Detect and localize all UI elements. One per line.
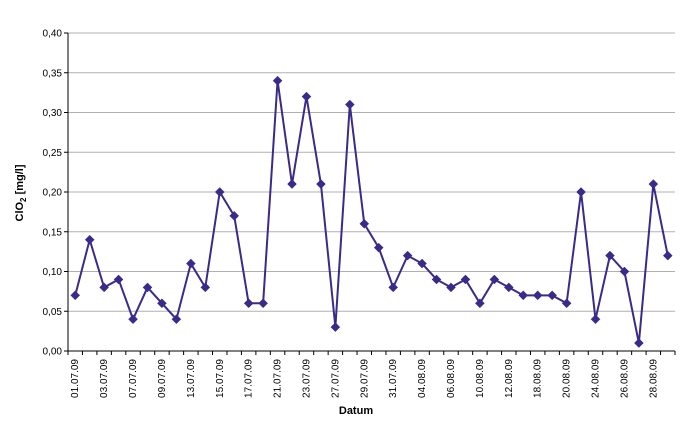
y-tick-label: 0,40 <box>43 29 63 40</box>
y-tick-label: 0,05 <box>43 307 63 318</box>
x-tick-label: 24.08.09 <box>591 359 602 398</box>
data-point <box>648 179 659 189</box>
data-point <box>142 282 153 293</box>
data-point <box>344 99 355 110</box>
gridlines <box>68 32 675 312</box>
x-tick-label: 10.08.09 <box>475 359 486 398</box>
data-point <box>547 290 558 301</box>
data-point <box>243 298 254 309</box>
data-point <box>619 266 630 277</box>
y-tick-label: 0,00 <box>43 347 63 358</box>
x-axis-ticks: 01.07.09 03.07.09 07.07.09 09.07.09 13.07.09… <box>70 359 659 398</box>
data-point <box>301 91 312 102</box>
x-tick-label: 18.08.09 <box>533 359 544 398</box>
data-point <box>561 298 572 309</box>
data-point <box>287 179 297 189</box>
data-point <box>214 187 225 197</box>
y-tick-label: 0,15 <box>43 227 63 238</box>
data-point <box>99 282 109 293</box>
x-tick-label: 23.07.09 <box>301 359 312 398</box>
x-tick-label: 28.08.09 <box>648 359 659 398</box>
x-tick-label: 09.07.09 <box>157 359 168 398</box>
data-point <box>316 179 326 189</box>
data-point <box>402 250 413 261</box>
y-tick-label: 0,20 <box>43 188 63 199</box>
x-tick-label: 12.08.09 <box>504 359 515 398</box>
x-tick-label: 13.07.09 <box>186 359 197 398</box>
data-point <box>359 218 370 229</box>
data-point <box>532 290 543 301</box>
data-point <box>576 187 586 197</box>
x-tick-label: 07.07.09 <box>128 359 139 398</box>
data-point <box>489 274 500 285</box>
y-tick-label: 0,30 <box>43 108 63 119</box>
data-point <box>272 75 283 86</box>
y-tick-label: 0,35 <box>43 68 63 79</box>
data-point <box>446 282 456 293</box>
series-line <box>74 80 669 344</box>
y-axis-title-subscript: 2 <box>19 197 28 202</box>
x-tick-label: 15.07.09 <box>215 359 226 398</box>
data-point <box>475 298 485 309</box>
data-point <box>84 234 95 245</box>
x-tick-label: 20.08.09 <box>562 359 573 398</box>
x-axis-title: Datum <box>339 405 373 417</box>
x-tick-label: 29.07.09 <box>359 359 370 398</box>
y-axis-title-unit: [mg/l] <box>14 164 26 197</box>
x-tick-label: 21.07.09 <box>273 359 284 398</box>
axes <box>64 32 676 355</box>
data-point <box>200 282 211 293</box>
data-point <box>157 298 167 309</box>
data-point <box>128 314 138 325</box>
data-point <box>590 314 601 325</box>
y-axis-title-main: ClO <box>14 202 26 222</box>
data-point <box>503 282 514 293</box>
data-point <box>518 290 529 301</box>
x-tick-label: 26.08.09 <box>619 359 630 398</box>
x-tick-label: 17.07.09 <box>244 359 255 398</box>
data-point <box>113 274 124 285</box>
data-point <box>605 250 615 261</box>
data-point <box>662 250 673 261</box>
y-axis-ticks: 0,00 0,05 0,10 0,15 0,20 0,25 0,30 0,35 0,40 <box>43 29 63 358</box>
x-tick-label: 03.07.09 <box>99 359 110 398</box>
data-point <box>417 258 427 269</box>
x-tick-label: 06.08.09 <box>446 359 457 398</box>
x-tick-label: 31.07.09 <box>388 359 399 398</box>
data-point <box>634 338 644 348</box>
x-tick-label: 01.07.09 <box>70 359 81 398</box>
data-point <box>373 242 384 253</box>
data-point <box>185 258 196 269</box>
series-clo2 <box>70 75 673 348</box>
y-tick-label: 0,25 <box>43 148 63 159</box>
data-point <box>330 322 341 333</box>
data-point <box>229 210 240 221</box>
data-point <box>171 314 182 325</box>
y-tick-label: 0,10 <box>43 267 63 278</box>
y-axis-title: ClO2 [mg/l] <box>14 164 28 221</box>
data-point <box>431 274 442 285</box>
data-point <box>460 274 471 285</box>
x-tick-label: 04.08.09 <box>417 359 428 398</box>
x-tick-label: 27.07.09 <box>330 359 341 398</box>
data-point <box>388 282 399 293</box>
data-point <box>70 290 81 301</box>
data-point <box>258 298 268 309</box>
